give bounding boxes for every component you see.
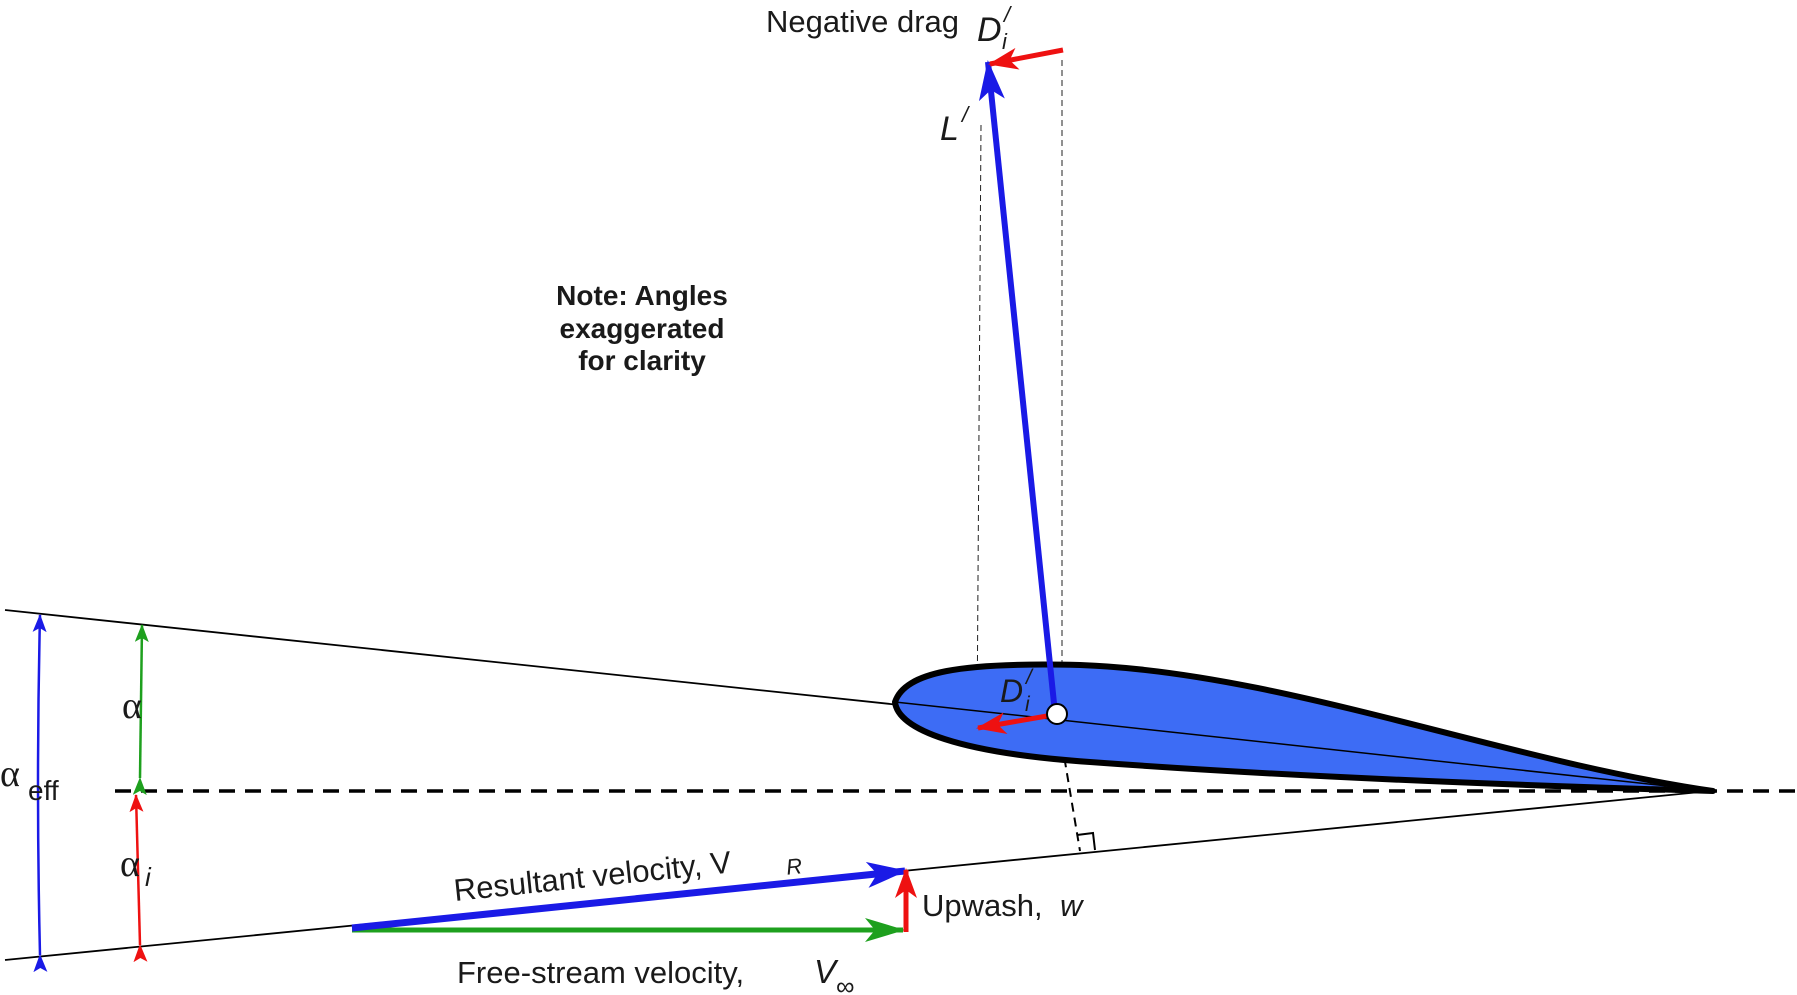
freestream-velocity-sub: ∞ [836,971,855,995]
negative-drag-prime: / [1002,2,1012,27]
resultant-velocity-vector [351,861,907,932]
alpha-i-sub: i [145,862,152,892]
note-line-1: Note: Angles [556,280,728,311]
negative-drag-symbol: D [977,11,1002,49]
freestream-velocity-label: Free-stream velocity, [457,955,744,990]
alpha-eff-label: α [0,753,20,795]
lift-vector [978,60,1058,714]
resultant-velocity-sub: R [785,853,803,880]
alpha-arrow [132,624,149,796]
aerodynamic-center [1046,703,1068,725]
note-line-2: exaggerated [560,313,725,344]
negative-drag-vector [988,47,1064,70]
right-angle-marker [1076,831,1096,851]
alpha-eff-sub: eff [28,775,59,806]
induced-drag-sub: i [1025,693,1031,716]
projection-line-left [976,124,982,731]
negative-drag-sub: i [1002,29,1008,54]
resultant-velocity-label: Resultant velocity, V [452,844,733,907]
induced-drag-prime: / [1024,666,1034,689]
alpha-label: α [122,685,142,727]
upwash-symbol: w [1060,888,1085,923]
induced-drag-symbol: D [1000,673,1023,709]
induced-drag-vector [976,712,1048,735]
freestream-velocity-symbol: V [814,953,839,990]
upwash-label: Upwash, [922,888,1043,923]
note-line-3: for clarity [578,345,706,376]
lift-label: L [940,110,959,148]
alpha-i-arrow [129,794,148,963]
alpha-i-label: α [120,843,140,885]
lift-prime: / [960,102,970,127]
negative-drag-label: Negative drag [766,4,959,39]
alpha-eff-arrow [32,614,48,973]
